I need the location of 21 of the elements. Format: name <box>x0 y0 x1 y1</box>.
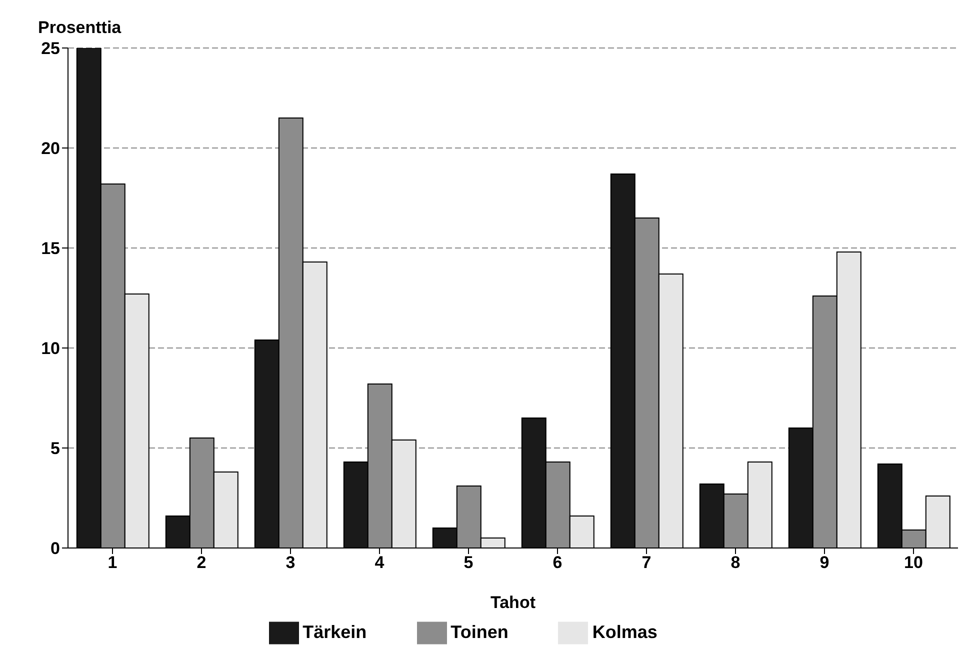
x-tick-label: 3 <box>286 553 296 572</box>
x-axis-title: Tahot <box>490 593 536 612</box>
legend-label: Tärkein <box>302 622 367 642</box>
y-tick-label: 10 <box>41 339 60 358</box>
x-tick-label: 4 <box>374 553 385 572</box>
x-tick-label: 1 <box>108 553 118 572</box>
y-tick-label: 0 <box>50 539 60 558</box>
y-axis-title: Prosenttia <box>38 18 122 38</box>
x-tick-label: 9 <box>820 553 830 572</box>
y-tick-label: 5 <box>50 439 60 458</box>
y-tick-label: 25 <box>41 39 60 58</box>
x-tick-label: 10 <box>904 553 923 572</box>
x-tick-label: 8 <box>730 553 740 572</box>
y-tick-label: 20 <box>41 139 60 158</box>
x-tick-label: 2 <box>196 553 206 572</box>
x-tick-label: 6 <box>552 553 562 572</box>
y-tick-label: 15 <box>41 239 60 258</box>
x-tick-label: 5 <box>464 553 474 572</box>
legend-label: Toinen <box>450 622 508 642</box>
legend-label: Kolmas <box>592 622 658 642</box>
x-tick-label: 7 <box>642 553 652 572</box>
